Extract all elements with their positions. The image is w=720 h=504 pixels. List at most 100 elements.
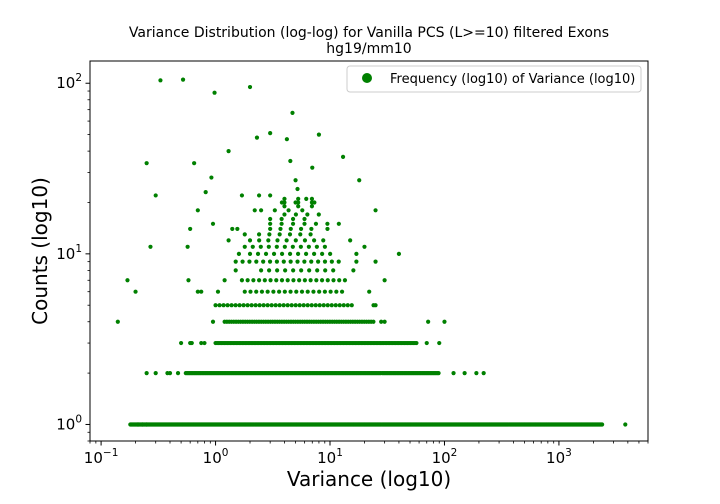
data-point	[302, 221, 307, 226]
data-point	[278, 226, 283, 232]
data-point	[281, 259, 286, 264]
data-point	[226, 149, 231, 154]
data-point	[279, 278, 285, 283]
data-point	[268, 226, 273, 232]
data-point	[306, 244, 311, 249]
data-point	[210, 221, 216, 226]
data-point	[282, 204, 287, 209]
data-point	[295, 251, 301, 256]
data-point	[305, 303, 310, 308]
legend-label: Frequency (log10) of Variance (log10)	[390, 72, 635, 87]
data-point	[254, 259, 259, 264]
x-axis-label: Variance (log10)	[287, 467, 451, 491]
data-point	[312, 251, 317, 256]
legend: Frequency (log10) of Variance (log10)	[346, 65, 642, 93]
data-point	[623, 422, 628, 427]
data-point	[319, 278, 325, 283]
x-tick-label: 103	[546, 447, 572, 467]
data-point	[311, 289, 316, 294]
data-point	[442, 319, 447, 324]
data-point	[212, 90, 217, 95]
data-point	[180, 77, 186, 82]
x-tick-label: 100	[203, 447, 229, 467]
data-point	[199, 340, 204, 346]
data-point	[229, 303, 234, 308]
data-point	[299, 268, 304, 273]
x-tick-label: 102	[432, 447, 458, 467]
data-point	[239, 193, 245, 198]
data-point	[315, 268, 320, 273]
data-point	[186, 278, 191, 283]
data-point	[371, 319, 376, 324]
legend-marker	[362, 73, 372, 83]
data-point	[297, 303, 302, 308]
data-point	[267, 259, 273, 264]
data-point	[133, 289, 138, 294]
data-point	[296, 204, 301, 209]
data-point	[148, 244, 153, 249]
data-point	[293, 238, 298, 243]
data-point	[266, 238, 271, 243]
data-point	[297, 278, 302, 283]
data-point	[125, 278, 130, 283]
data-point	[302, 278, 307, 283]
data-point	[259, 289, 265, 294]
data-point	[274, 278, 279, 283]
data-point	[304, 196, 309, 201]
data-point	[251, 278, 256, 283]
y-tick-label: 102	[56, 72, 82, 92]
data-point	[242, 232, 247, 237]
data-point	[382, 319, 387, 324]
data-point	[331, 278, 336, 283]
data-point	[226, 238, 231, 243]
data-point	[426, 319, 431, 324]
data-point	[309, 196, 315, 201]
data-point	[321, 238, 326, 243]
data-point	[373, 208, 378, 213]
data-point	[336, 259, 341, 264]
data-point	[277, 232, 282, 237]
data-point	[357, 178, 362, 183]
y-axis-label: Counts (log10)	[28, 177, 52, 325]
data-point	[600, 422, 605, 427]
data-point	[325, 278, 330, 283]
y-tick-label: 100	[56, 413, 82, 433]
data-point	[293, 200, 298, 205]
data-point	[291, 268, 296, 273]
data-point	[249, 303, 254, 308]
data-point	[268, 278, 273, 283]
data-point	[293, 303, 298, 308]
data-point	[268, 131, 273, 136]
data-point	[294, 289, 299, 294]
data-point	[382, 278, 387, 283]
data-point	[320, 251, 325, 256]
data-point	[281, 303, 286, 308]
data-point	[217, 303, 222, 308]
data-point	[288, 289, 293, 294]
data-point	[302, 238, 308, 243]
data-point	[309, 259, 314, 264]
data-point	[462, 371, 467, 376]
data-point	[245, 303, 250, 308]
data-point	[239, 278, 245, 283]
data-point	[271, 289, 276, 294]
data-point	[235, 226, 240, 232]
data-point	[144, 422, 149, 427]
data-point	[367, 289, 372, 294]
data-point	[481, 371, 486, 376]
data-point	[289, 303, 294, 308]
data-point	[265, 289, 270, 294]
data-point	[291, 278, 296, 283]
data-point	[233, 268, 238, 273]
data-point	[225, 303, 230, 308]
data-point	[316, 212, 321, 217]
data-point	[331, 268, 336, 273]
data-point	[287, 232, 293, 237]
data-point	[295, 186, 300, 192]
data-point	[268, 216, 273, 222]
data-point	[293, 178, 298, 183]
data-point	[379, 319, 384, 324]
data-point	[303, 251, 309, 256]
data-point	[341, 303, 346, 308]
data-point	[336, 221, 341, 226]
